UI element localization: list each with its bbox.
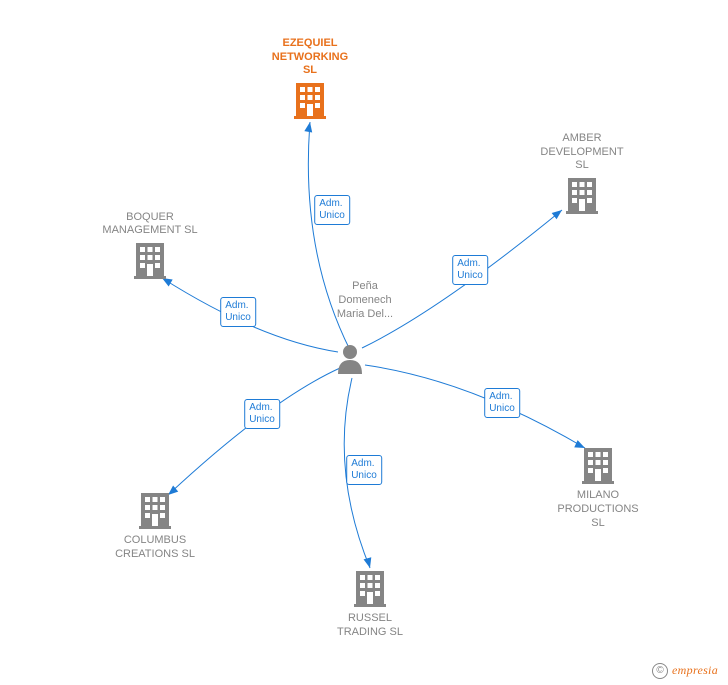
edge-milano xyxy=(365,365,585,448)
company-icon-ezequiel[interactable] xyxy=(294,83,326,119)
edge-label-ezequiel: Adm. Unico xyxy=(314,195,350,225)
company-label-milano: MILANO PRODUCTIONS SL xyxy=(557,489,638,530)
network-diagram-canvas xyxy=(0,0,728,685)
company-icon-boquer[interactable] xyxy=(134,243,166,279)
company-label-amber: AMBER DEVELOPMENT SL xyxy=(540,132,623,173)
company-icon-milano[interactable] xyxy=(582,448,614,484)
edge-columbus xyxy=(168,368,340,495)
company-label-ezequiel: EZEQUIEL NETWORKING SL xyxy=(272,37,348,78)
person-icon xyxy=(338,345,362,374)
company-icon-amber[interactable] xyxy=(566,178,598,214)
company-label-russel: RUSSEL TRADING SL xyxy=(337,612,403,640)
edge-label-milano: Adm. Unico xyxy=(484,388,520,418)
company-icon-columbus[interactable] xyxy=(139,493,171,529)
center-node-label: Peña Domenech Maria Del... xyxy=(337,280,393,321)
edge-label-columbus: Adm. Unico xyxy=(244,399,280,429)
company-label-boquer: BOQUER MANAGEMENT SL xyxy=(102,211,197,239)
watermark-text: empresia xyxy=(672,663,718,677)
edge-label-russel: Adm. Unico xyxy=(346,455,382,485)
company-icon-russel[interactable] xyxy=(354,571,386,607)
copyright-icon: © xyxy=(652,663,668,679)
edge-label-amber: Adm. Unico xyxy=(452,255,488,285)
watermark: © empresia xyxy=(652,663,718,679)
company-label-columbus: COLUMBUS CREATIONS SL xyxy=(115,534,195,562)
edge-label-boquer: Adm. Unico xyxy=(220,297,256,327)
